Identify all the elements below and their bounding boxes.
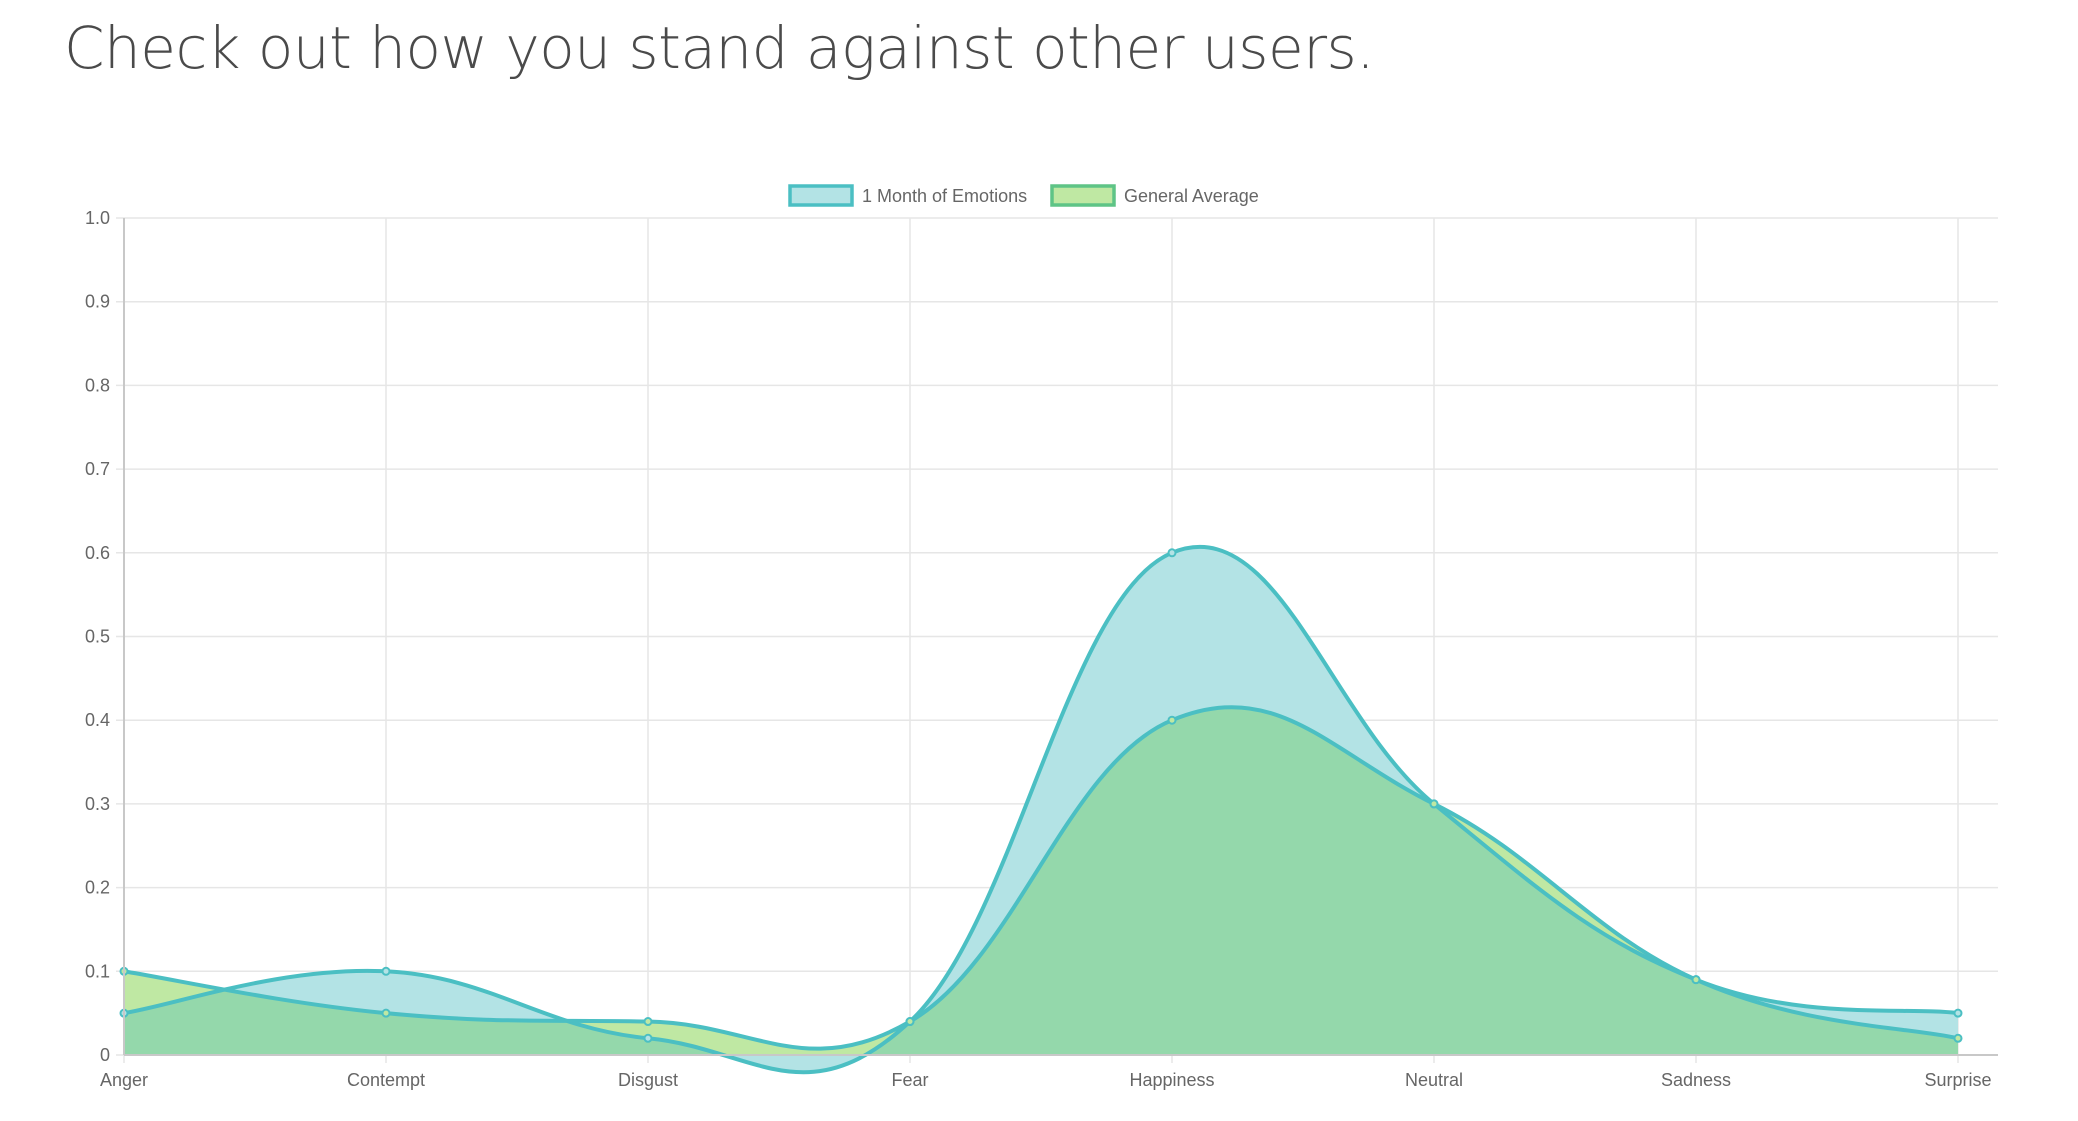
y-tick-label: 0.8 [85,375,110,395]
series-1-point-disgust[interactable] [643,1033,653,1043]
series-2-point-happiness[interactable] [1167,715,1177,725]
legend-swatch [788,184,854,207]
y-tick-label: 0.9 [85,292,110,312]
y-tick-label: 0.3 [85,794,110,814]
y-tick-label: 1.0 [85,208,110,228]
legend-item-1-month-of-emotions[interactable]: 1 Month of Emotions [788,184,1027,207]
legend-item-general-average[interactable]: General Average [1050,184,1259,207]
area-layer [119,544,1963,1075]
page-heading: Check out how you stand against other us… [64,14,1375,82]
y-tick-label: 0.5 [85,627,110,647]
y-tick-label: 0.1 [85,961,110,981]
x-tick-label-sadness: Sadness [1661,1070,1731,1090]
x-tick-label-anger: Anger [100,1070,148,1090]
y-tick-label: 0.7 [85,459,110,479]
x-tick-label-happiness: Happiness [1129,1070,1214,1090]
y-tick-label: 0.2 [85,878,110,898]
x-tick-label-disgust: Disgust [618,1070,678,1090]
legend-swatch [1050,184,1116,207]
y-tick-label: 0.4 [85,710,110,730]
y-tick-label: 0.6 [85,543,110,563]
axis-layer: 0 0.1 0.2 0.3 0.4 0.5 0.6 0.7 0.8 0.9 1.0 Anger Cont… [85,208,1998,1090]
overlap-area [124,707,1958,1055]
series-2-point-contempt[interactable] [381,1008,391,1018]
series-1-point-contempt[interactable] [381,966,391,976]
series-1-point-surprise[interactable] [1953,1008,1963,1018]
legend-label: General Average [1124,186,1259,206]
legend-label: 1 Month of Emotions [862,186,1027,206]
x-tick-label-neutral: Neutral [1405,1070,1463,1090]
series-2-point-disgust[interactable] [643,1017,653,1027]
series-1-line [123,544,1959,1075]
series-2-point-fear[interactable] [905,1017,915,1027]
x-tick-label-surprise: Surprise [1924,1070,1991,1090]
x-tick-label-fear: Fear [891,1070,928,1090]
series-2-point-neutral[interactable] [1429,799,1439,809]
x-tick-label-contempt: Contempt [347,1070,425,1090]
series-2-line [123,705,1959,1051]
series-2-point-sadness[interactable] [1691,975,1701,985]
chart-legend[interactable]: 1 Month of Emotions General Average [788,184,1259,207]
y-tick-label: 0 [100,1045,110,1065]
series-1-point-happiness[interactable] [1167,548,1177,558]
series-2-point-surprise[interactable] [1953,1033,1963,1043]
